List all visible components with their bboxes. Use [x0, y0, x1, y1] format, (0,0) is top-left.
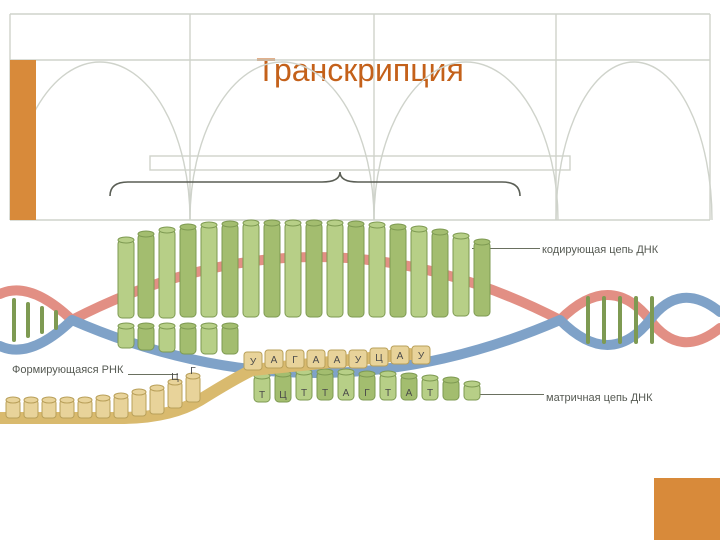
transcription-diagram: ТЦТТАГТАТЦГУАГААУЦАУ — [0, 0, 720, 540]
svg-text:Т: Т — [322, 388, 328, 399]
svg-text:Ц: Ц — [279, 390, 287, 401]
svg-text:Т: Т — [301, 388, 307, 399]
template-bases: ТЦТТАГТАТ — [254, 369, 480, 402]
svg-text:Г: Г — [190, 366, 196, 377]
svg-text:Г: Г — [364, 388, 370, 399]
svg-text:А: А — [271, 355, 278, 366]
background-arches — [10, 14, 712, 220]
coding-bases — [118, 220, 490, 354]
svg-text:А: А — [313, 355, 320, 366]
svg-text:А: А — [334, 355, 341, 366]
svg-text:У: У — [418, 351, 425, 362]
svg-text:Т: Т — [259, 390, 265, 401]
svg-text:Ц: Ц — [171, 372, 179, 383]
svg-text:У: У — [250, 357, 257, 368]
svg-text:А: А — [343, 388, 350, 399]
gene-bracket — [110, 172, 520, 196]
corner-accent — [654, 478, 720, 540]
svg-text:Т: Т — [427, 388, 433, 399]
svg-text:А: А — [406, 388, 413, 399]
svg-text:Т: Т — [385, 388, 391, 399]
svg-text:Г: Г — [292, 355, 298, 366]
svg-text:У: У — [355, 355, 362, 366]
svg-text:Ц: Ц — [375, 353, 383, 364]
svg-text:А: А — [397, 351, 404, 362]
